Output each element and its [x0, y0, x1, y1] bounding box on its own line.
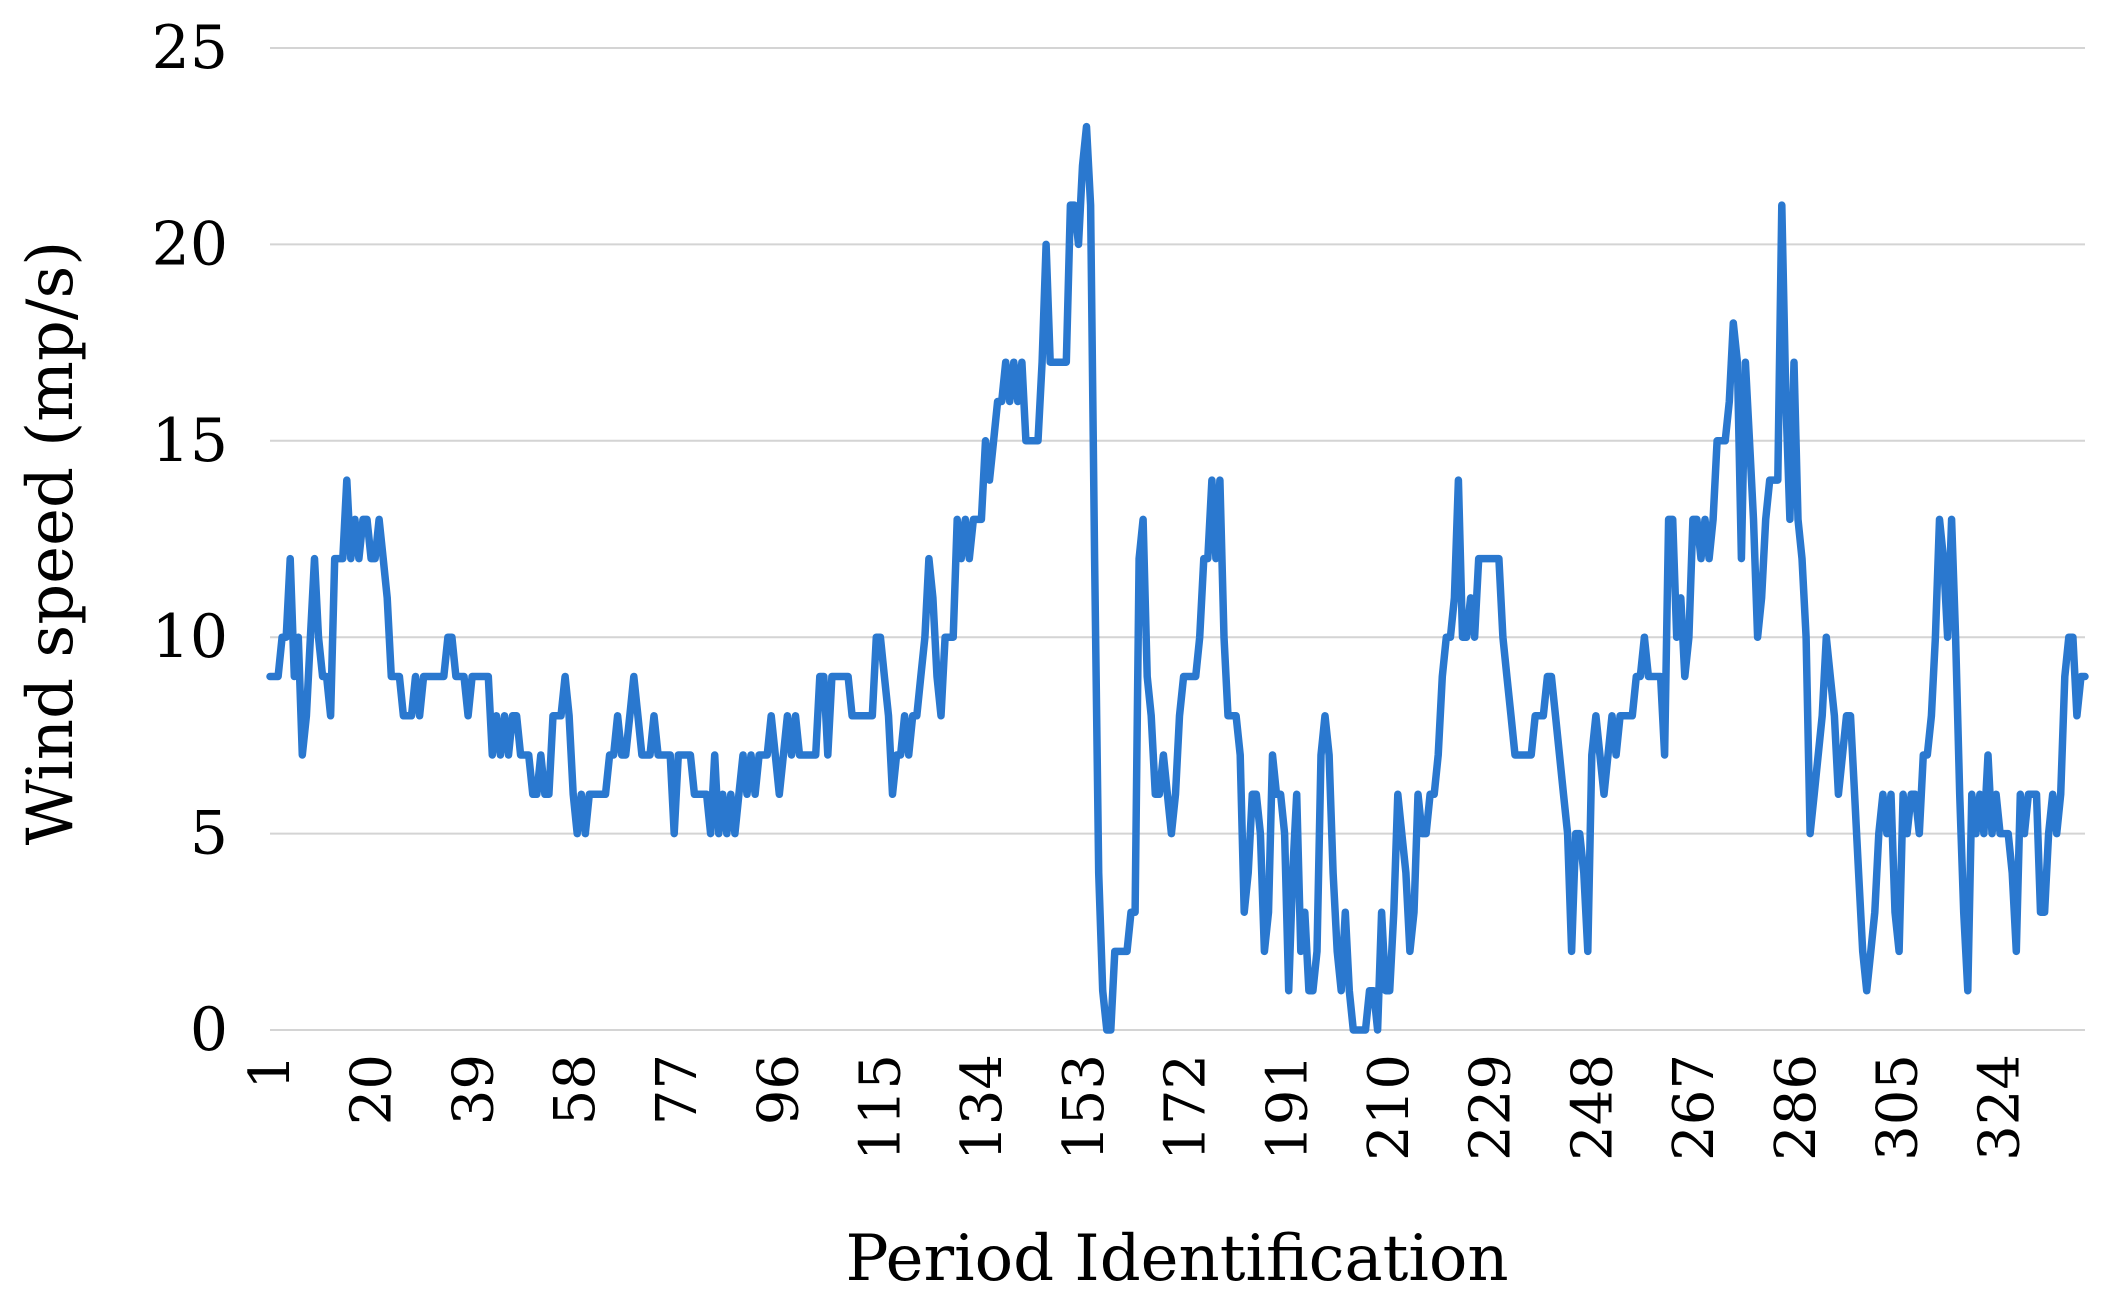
y-tick-label: 5: [190, 799, 228, 869]
y-tick-label: 10: [152, 602, 228, 672]
y-axis-title: Wind speed (mp/s): [14, 241, 88, 846]
y-tick-labels: 0 5 10 15 20 25: [152, 13, 228, 1065]
x-tick-label: 77: [645, 1054, 710, 1125]
x-tick-label: 1: [238, 1054, 303, 1090]
x-tick-label: 267: [1662, 1054, 1727, 1161]
x-tick-label: 305: [1866, 1054, 1931, 1161]
x-axis-title: Period Identification: [845, 1222, 1508, 1296]
y-tick-label: 15: [152, 406, 228, 476]
x-tick-label: 248: [1560, 1054, 1625, 1161]
x-tick-label: 324: [1967, 1054, 2032, 1161]
x-tick-label: 172: [1154, 1054, 1219, 1161]
x-tick-label: 286: [1764, 1054, 1829, 1161]
x-tick-label: 210: [1357, 1054, 1422, 1161]
x-tick-label: 96: [747, 1054, 812, 1125]
x-tick-label: 115: [848, 1054, 913, 1161]
y-tick-label: 25: [152, 13, 228, 83]
x-tick-label: 191: [1255, 1054, 1320, 1161]
series-line-wind-speed: [266, 122, 2089, 1034]
x-tick-labels: 1 20 39 58 77 96 115 134 153 172 191 210 229 248 267 28…: [238, 1054, 2032, 1161]
y-tick-label: 0: [190, 995, 228, 1065]
y-tick-label: 20: [152, 209, 228, 279]
x-tick-label: 134: [950, 1054, 1015, 1161]
x-tick-label: 229: [1459, 1054, 1524, 1161]
x-tick-label: 153: [1052, 1054, 1117, 1161]
x-tick-label: 58: [543, 1054, 608, 1125]
gridlines: [270, 47, 2085, 1031]
x-tick-label: 20: [340, 1054, 405, 1125]
x-tick-label: 39: [441, 1054, 506, 1125]
